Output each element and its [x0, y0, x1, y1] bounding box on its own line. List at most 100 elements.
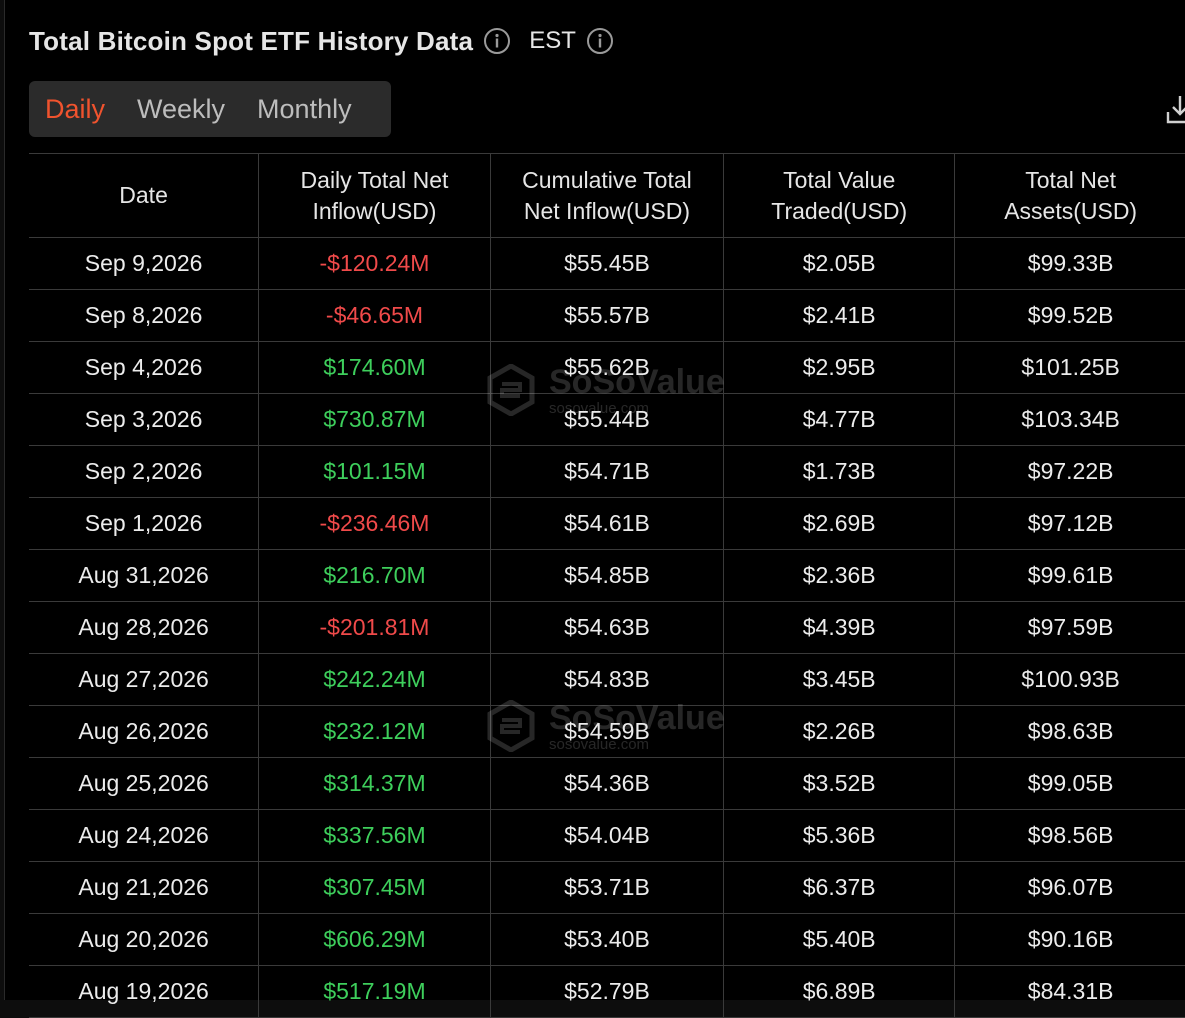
cell-cumulative-net-inflow: $54.04B	[489, 809, 725, 862]
cell-date: Aug 27,2026	[29, 653, 260, 706]
table-row[interactable]: Aug 19,2026 $517.19M $52.79B $6.89B $84.31B	[29, 965, 1185, 1018]
cell-daily-net-inflow: -$201.81M	[258, 601, 491, 654]
table-row[interactable]: Sep 3,2026 $730.87M $55.44B $4.77B $103.34B	[29, 393, 1185, 446]
panel-header: Total Bitcoin Spot ETF History Data EST	[29, 22, 614, 60]
cell-date: Sep 2,2026	[29, 445, 260, 498]
cell-net-assets: $97.59B	[954, 601, 1185, 654]
cell-date: Aug 19,2026	[29, 965, 260, 1018]
cell-daily-net-inflow: $216.70M	[258, 549, 491, 602]
cell-daily-net-inflow: $174.60M	[258, 341, 491, 394]
tab-weekly[interactable]: Weekly	[137, 94, 226, 124]
header-label: Cumulative Total Net Inflow(USD)	[522, 166, 692, 224]
cell-net-assets: $84.31B	[954, 965, 1185, 1018]
download-icon[interactable]	[1166, 92, 1185, 126]
cell-value-traded: $2.41B	[723, 289, 956, 342]
cell-value-traded: $5.36B	[723, 809, 956, 862]
cell-daily-net-inflow: $307.45M	[258, 861, 491, 914]
tab-daily[interactable]: Daily	[45, 94, 106, 124]
cell-date: Aug 31,2026	[29, 549, 260, 602]
cell-net-assets: $103.34B	[954, 393, 1185, 446]
cell-value-traded: $3.45B	[723, 653, 956, 706]
cell-cumulative-net-inflow: $54.71B	[489, 445, 725, 498]
table-row[interactable]: Aug 27,2026 $242.24M $54.83B $3.45B $100.93B	[29, 653, 1185, 706]
table-row[interactable]: Sep 4,2026 $174.60M $55.62B $2.95B $101.25B	[29, 341, 1185, 394]
table-row[interactable]: Aug 24,2026 $337.56M $54.04B $5.36B $98.56B	[29, 809, 1185, 862]
table-row[interactable]: Aug 21,2026 $307.45M $53.71B $6.37B $96.07B	[29, 861, 1185, 914]
page-title: Total Bitcoin Spot ETF History Data	[29, 25, 474, 56]
table-row[interactable]: Sep 2,2026 $101.15M $54.71B $1.73B $97.22B	[29, 445, 1185, 498]
column-header-daily-net-inflow[interactable]: Daily Total Net Inflow(USD)	[258, 153, 491, 238]
cell-cumulative-net-inflow: $54.85B	[489, 549, 725, 602]
cell-value-traded: $3.52B	[723, 757, 956, 810]
cell-date: Aug 21,2026	[29, 861, 260, 914]
cell-daily-net-inflow: $101.15M	[258, 445, 491, 498]
cell-daily-net-inflow: $337.56M	[258, 809, 491, 862]
cell-cumulative-net-inflow: $55.45B	[489, 237, 725, 290]
cell-date: Sep 3,2026	[29, 393, 260, 446]
cell-cumulative-net-inflow: $52.79B	[489, 965, 725, 1018]
cell-cumulative-net-inflow: $55.57B	[489, 289, 725, 342]
table-header-row: Date Daily Total Net Inflow(USD) Cumulat…	[29, 153, 1185, 238]
table-row[interactable]: Aug 31,2026 $216.70M $54.85B $2.36B $99.61B	[29, 549, 1185, 602]
cell-daily-net-inflow: $606.29M	[258, 913, 491, 966]
header-label: Total Net Assets(USD)	[1004, 166, 1138, 224]
header-label: Daily Total Net Inflow(USD)	[300, 166, 449, 224]
cell-net-assets: $90.16B	[954, 913, 1185, 966]
cell-value-traded: $4.77B	[723, 393, 956, 446]
timezone-info-icon[interactable]	[586, 27, 614, 55]
cell-net-assets: $96.07B	[954, 861, 1185, 914]
cell-value-traded: $1.73B	[723, 445, 956, 498]
cell-net-assets: $101.25B	[954, 341, 1185, 394]
tab-monthly[interactable]: Monthly	[257, 94, 352, 124]
table-row[interactable]: Aug 28,2026 -$201.81M $54.63B $4.39B $97.59B	[29, 601, 1185, 654]
cell-value-traded: $2.36B	[723, 549, 956, 602]
cell-daily-net-inflow: $232.12M	[258, 705, 491, 758]
cell-daily-net-inflow: $517.19M	[258, 965, 491, 1018]
cell-date: Aug 20,2026	[29, 913, 260, 966]
etf-history-panel: Total Bitcoin Spot ETF History Data EST …	[4, 0, 1185, 1018]
cell-daily-net-inflow: -$46.65M	[258, 289, 491, 342]
cell-value-traded: $6.89B	[723, 965, 956, 1018]
timezone-label: EST	[529, 27, 576, 54]
table-row[interactable]: Sep 8,2026 -$46.65M $55.57B $2.41B $99.52B	[29, 289, 1185, 342]
cell-cumulative-net-inflow: $54.36B	[489, 757, 725, 810]
cell-date: Aug 24,2026	[29, 809, 260, 862]
cell-net-assets: $99.61B	[954, 549, 1185, 602]
cell-date: Aug 26,2026	[29, 705, 260, 758]
cell-cumulative-net-inflow: $54.63B	[489, 601, 725, 654]
cell-cumulative-net-inflow: $53.71B	[489, 861, 725, 914]
info-icon[interactable]	[483, 27, 511, 55]
cell-net-assets: $98.56B	[954, 809, 1185, 862]
table-row[interactable]: Aug 25,2026 $314.37M $54.36B $3.52B $99.05B	[29, 757, 1185, 810]
cell-daily-net-inflow: -$120.24M	[258, 237, 491, 290]
cell-daily-net-inflow: -$236.46M	[258, 497, 491, 550]
table-row[interactable]: Sep 9,2026 -$120.24M $55.45B $2.05B $99.33B	[29, 237, 1185, 290]
period-tabs: Daily Weekly Monthly	[29, 81, 391, 137]
cell-cumulative-net-inflow: $54.83B	[489, 653, 725, 706]
column-header-net-assets[interactable]: Total Net Assets(USD)	[954, 153, 1185, 238]
cell-cumulative-net-inflow: $55.44B	[489, 393, 725, 446]
cell-value-traded: $2.05B	[723, 237, 956, 290]
cell-cumulative-net-inflow: $55.62B	[489, 341, 725, 394]
cell-date: Aug 28,2026	[29, 601, 260, 654]
cell-date: Sep 1,2026	[29, 497, 260, 550]
header-label: Total Value Traded(USD)	[771, 166, 908, 224]
cell-cumulative-net-inflow: $54.59B	[489, 705, 725, 758]
cell-net-assets: $99.52B	[954, 289, 1185, 342]
table-row[interactable]: Aug 20,2026 $606.29M $53.40B $5.40B $90.16B	[29, 913, 1185, 966]
table-row[interactable]: Aug 26,2026 $232.12M $54.59B $2.26B $98.63B	[29, 705, 1185, 758]
cell-daily-net-inflow: $730.87M	[258, 393, 491, 446]
cell-cumulative-net-inflow: $54.61B	[489, 497, 725, 550]
cell-date: Sep 4,2026	[29, 341, 260, 394]
cell-date: Sep 9,2026	[29, 237, 260, 290]
column-header-cumulative-net-inflow[interactable]: Cumulative Total Net Inflow(USD)	[489, 153, 725, 238]
cell-net-assets: $98.63B	[954, 705, 1185, 758]
column-header-date[interactable]: Date	[29, 153, 260, 238]
cell-net-assets: $99.33B	[954, 237, 1185, 290]
table-row[interactable]: Sep 1,2026 -$236.46M $54.61B $2.69B $97.12B	[29, 497, 1185, 550]
cell-cumulative-net-inflow: $53.40B	[489, 913, 725, 966]
cell-value-traded: $4.39B	[723, 601, 956, 654]
column-header-value-traded[interactable]: Total Value Traded(USD)	[723, 153, 956, 238]
cell-net-assets: $100.93B	[954, 653, 1185, 706]
cell-value-traded: $2.26B	[723, 705, 956, 758]
